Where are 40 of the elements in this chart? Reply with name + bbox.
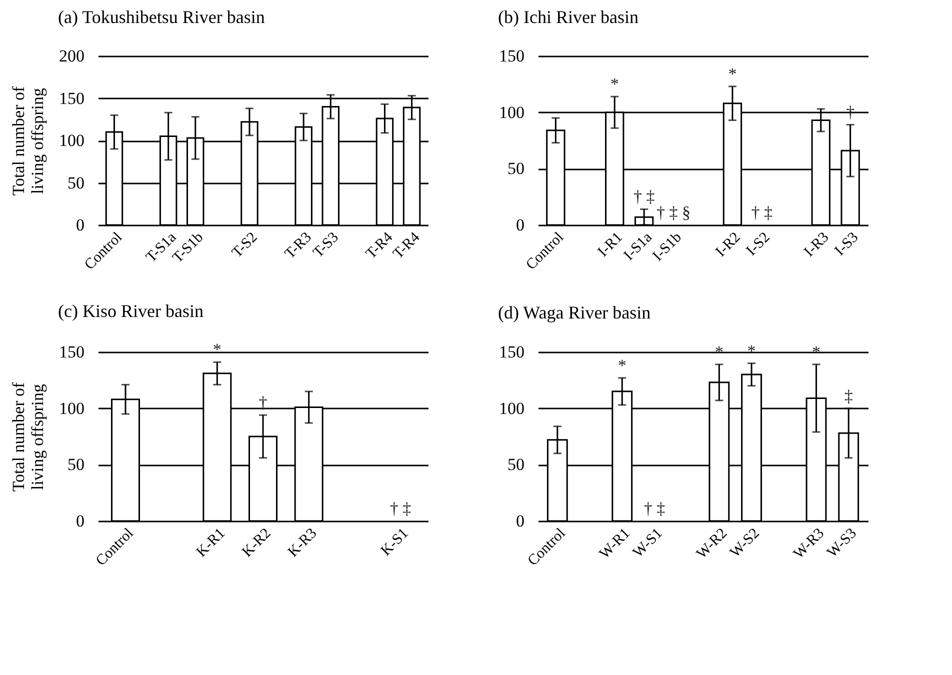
annotation: *: [618, 356, 626, 375]
chart-title: (a) Tokushibetsu River basin: [58, 7, 265, 27]
y-tick-label: 150: [499, 46, 524, 66]
y-tick-label: 0: [76, 512, 84, 530]
y-tick-label: 50: [68, 455, 84, 474]
annotation: † ‡: [751, 203, 773, 222]
annotation: *: [728, 64, 737, 84]
chart-title: (d) Waga River basin: [498, 302, 651, 322]
y-tick-label: 50: [508, 159, 524, 178]
annotation: †: [258, 393, 268, 412]
chart-title: (c) Kiso River basin: [58, 301, 204, 322]
y-tick-label: 100: [499, 398, 524, 418]
annotation: † ‡ §: [656, 203, 691, 222]
y-tick-label: 150: [59, 342, 84, 362]
annotation: *: [610, 74, 619, 94]
y-tick-label: 50: [508, 455, 524, 474]
y-tick-label: 0: [516, 216, 524, 234]
y-axis-title: Total number of living offspring: [9, 86, 47, 196]
x-tick-label: I-S3: [832, 230, 862, 260]
x-tick-label: T-S2: [229, 230, 261, 262]
y-tick-label: 150: [59, 88, 84, 108]
chart-title: (b) Ichi River basin: [498, 7, 638, 27]
y-tick-label: 200: [59, 46, 84, 66]
y-tick-label: 100: [59, 398, 84, 418]
x-tick-label: I-R3: [801, 230, 832, 260]
y-tick-label: 0: [516, 512, 524, 530]
annotation: † ‡: [633, 187, 655, 206]
y-tick-label: 100: [59, 131, 84, 150]
annotation: *: [212, 340, 222, 360]
annotation: ‡: [844, 386, 853, 406]
y-tick-label: 150: [499, 342, 524, 362]
y-tick-label: 100: [499, 102, 524, 122]
y-axis-title: Total number of living offspring: [9, 382, 47, 492]
y-tick-label: 0: [76, 216, 84, 234]
annotation: † ‡: [644, 499, 666, 518]
annotation: † ‡: [390, 499, 412, 518]
x-tick-label: I-S2: [744, 230, 774, 260]
x-tick-label: T-S3: [310, 230, 342, 262]
y-tick-label: 50: [68, 173, 84, 192]
x-tick-label: I-R2: [713, 230, 744, 260]
